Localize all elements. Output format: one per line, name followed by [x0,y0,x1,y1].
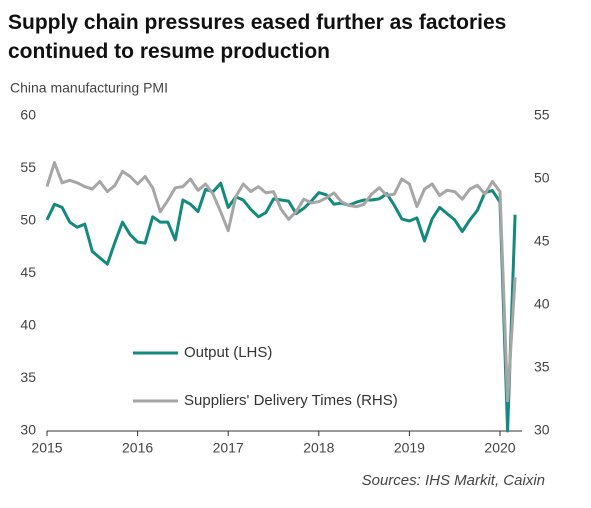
legend-label: Output (LHS) [184,344,272,361]
x-tick-label: 2017 [213,440,244,456]
chart-title: Supply chain pressures eased further as … [8,11,507,63]
x-tick-label: 2016 [122,440,153,456]
series-line [45,161,517,403]
y-tick-label: 50 [20,212,36,228]
y-tick-label: 35 [20,369,36,385]
y2-tick-label: 35 [534,359,550,375]
y2-tick-label: 50 [534,170,550,186]
series-line [45,181,517,433]
x-tick-label: 2015 [31,440,62,456]
y-tick-label: 30 [20,422,36,438]
y2-tick-label: 55 [534,107,550,123]
y-tick-label: 55 [20,159,36,175]
y2-tick-label: 30 [534,422,550,438]
y-tick-label: 45 [20,264,36,280]
x-tick-label: 2019 [394,440,425,456]
subtitle: China manufacturing PMI [10,80,168,96]
y2-tick-label: 40 [534,296,550,312]
source: Sources: IHS Markit, Caixin [362,472,545,489]
y-tick-label: 60 [20,107,36,123]
x-tick-label: 2018 [303,440,334,456]
y2-tick-label: 45 [534,233,550,249]
x-tick-label: 2020 [484,440,515,456]
y-tick-label: 40 [20,317,36,333]
legend-label: Suppliers' Delivery Times (RHS) [184,392,398,409]
